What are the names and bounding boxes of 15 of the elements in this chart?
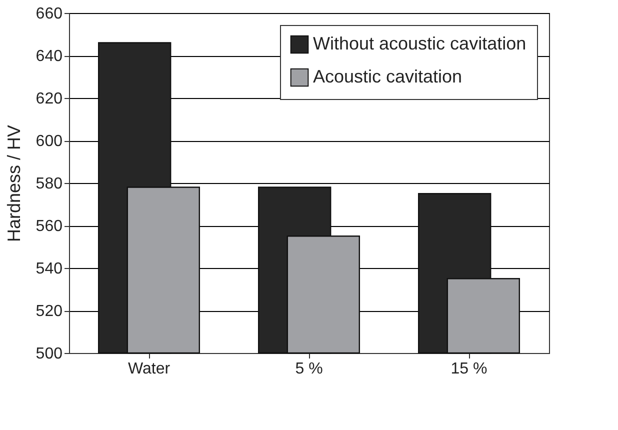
y-tick-label: 620 [36, 90, 63, 108]
x-tick-label: 5 % [295, 360, 323, 378]
y-tick-label: 500 [36, 346, 63, 362]
y-tick-label: 540 [36, 260, 63, 278]
y-tick-label: 640 [36, 48, 63, 65]
y-tick-label: 520 [36, 303, 63, 320]
y-axis-title: Hardness / HV [4, 124, 24, 242]
y-tick-label: 660 [36, 6, 63, 22]
y-tick-label: 580 [36, 176, 63, 192]
legend-label: Acoustic cavitation [313, 66, 462, 86]
y-tick-label: 600 [36, 133, 63, 150]
x-tick-label: 15 % [450, 360, 488, 378]
y-tick-label: 560 [36, 218, 63, 235]
x-tick-label: Water [128, 360, 171, 378]
legend-label: Without acoustic cavitation [313, 34, 526, 54]
